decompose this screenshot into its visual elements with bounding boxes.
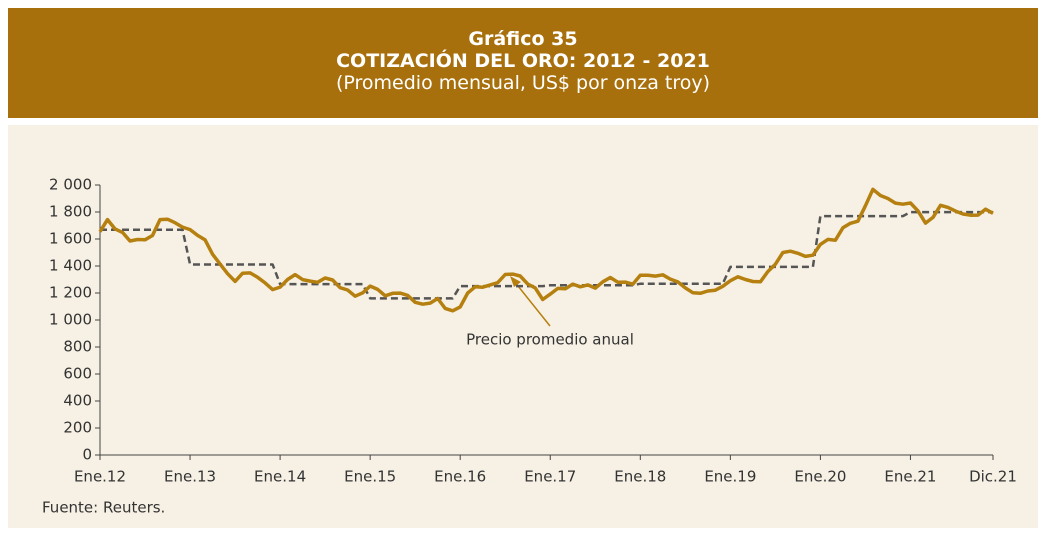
y-tick-label: 200: [63, 419, 92, 437]
y-tick-label: 1 800: [49, 203, 92, 221]
y-tick-label: 1 000: [49, 311, 92, 329]
source: Fuente: Reuters.: [42, 499, 165, 517]
x-tick-label: Ene.21: [884, 468, 936, 486]
chart-title: Gráfico 35: [468, 28, 578, 50]
y-tick-label: 600: [63, 365, 92, 383]
x-tick-label: Ene.20: [794, 468, 846, 486]
x-tick-label: Ene.14: [254, 468, 306, 486]
x-tick-label: Ene.15: [344, 468, 396, 486]
y-tick-label: 1 600: [49, 230, 92, 248]
annotation-arrow: [513, 280, 551, 327]
annotation-arrowhead: [510, 276, 521, 287]
chart-subtitle: COTIZACIÓN DEL ORO: 2012 - 2021: [336, 50, 710, 72]
header: Gráfico 35 COTIZACIÓN DEL ORO: 2012 - 20…: [8, 8, 1038, 118]
x-tick-label: Ene.16: [434, 468, 486, 486]
plot-background: [8, 125, 1038, 528]
x-tick-label: Ene.12: [74, 468, 126, 486]
y-tick-label: 1 200: [49, 284, 92, 302]
x-tick-label: Ene.13: [164, 468, 216, 486]
price-line: [98, 187, 994, 313]
y-tick-label: 0: [82, 446, 92, 464]
y-tick-label: 2 000: [49, 176, 92, 194]
y-tick-label: 1 400: [49, 257, 92, 275]
y-tick-label: 400: [63, 392, 92, 410]
x-tick-label: Ene.17: [524, 468, 576, 486]
annotation: Precio promedio anual: [466, 331, 634, 349]
x-tick-label: Ene.19: [704, 468, 756, 486]
annual-average-line: [100, 210, 993, 300]
x-tick-label: Ene.18: [614, 468, 666, 486]
unit-note: (Promedio mensual, US$ por onza troy): [335, 72, 711, 94]
x-tick-label: Dic.21: [969, 468, 1017, 486]
y-tick-label: 800: [63, 338, 92, 356]
